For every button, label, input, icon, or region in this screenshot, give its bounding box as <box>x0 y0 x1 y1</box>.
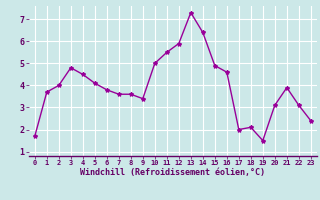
X-axis label: Windchill (Refroidissement éolien,°C): Windchill (Refroidissement éolien,°C) <box>80 168 265 177</box>
